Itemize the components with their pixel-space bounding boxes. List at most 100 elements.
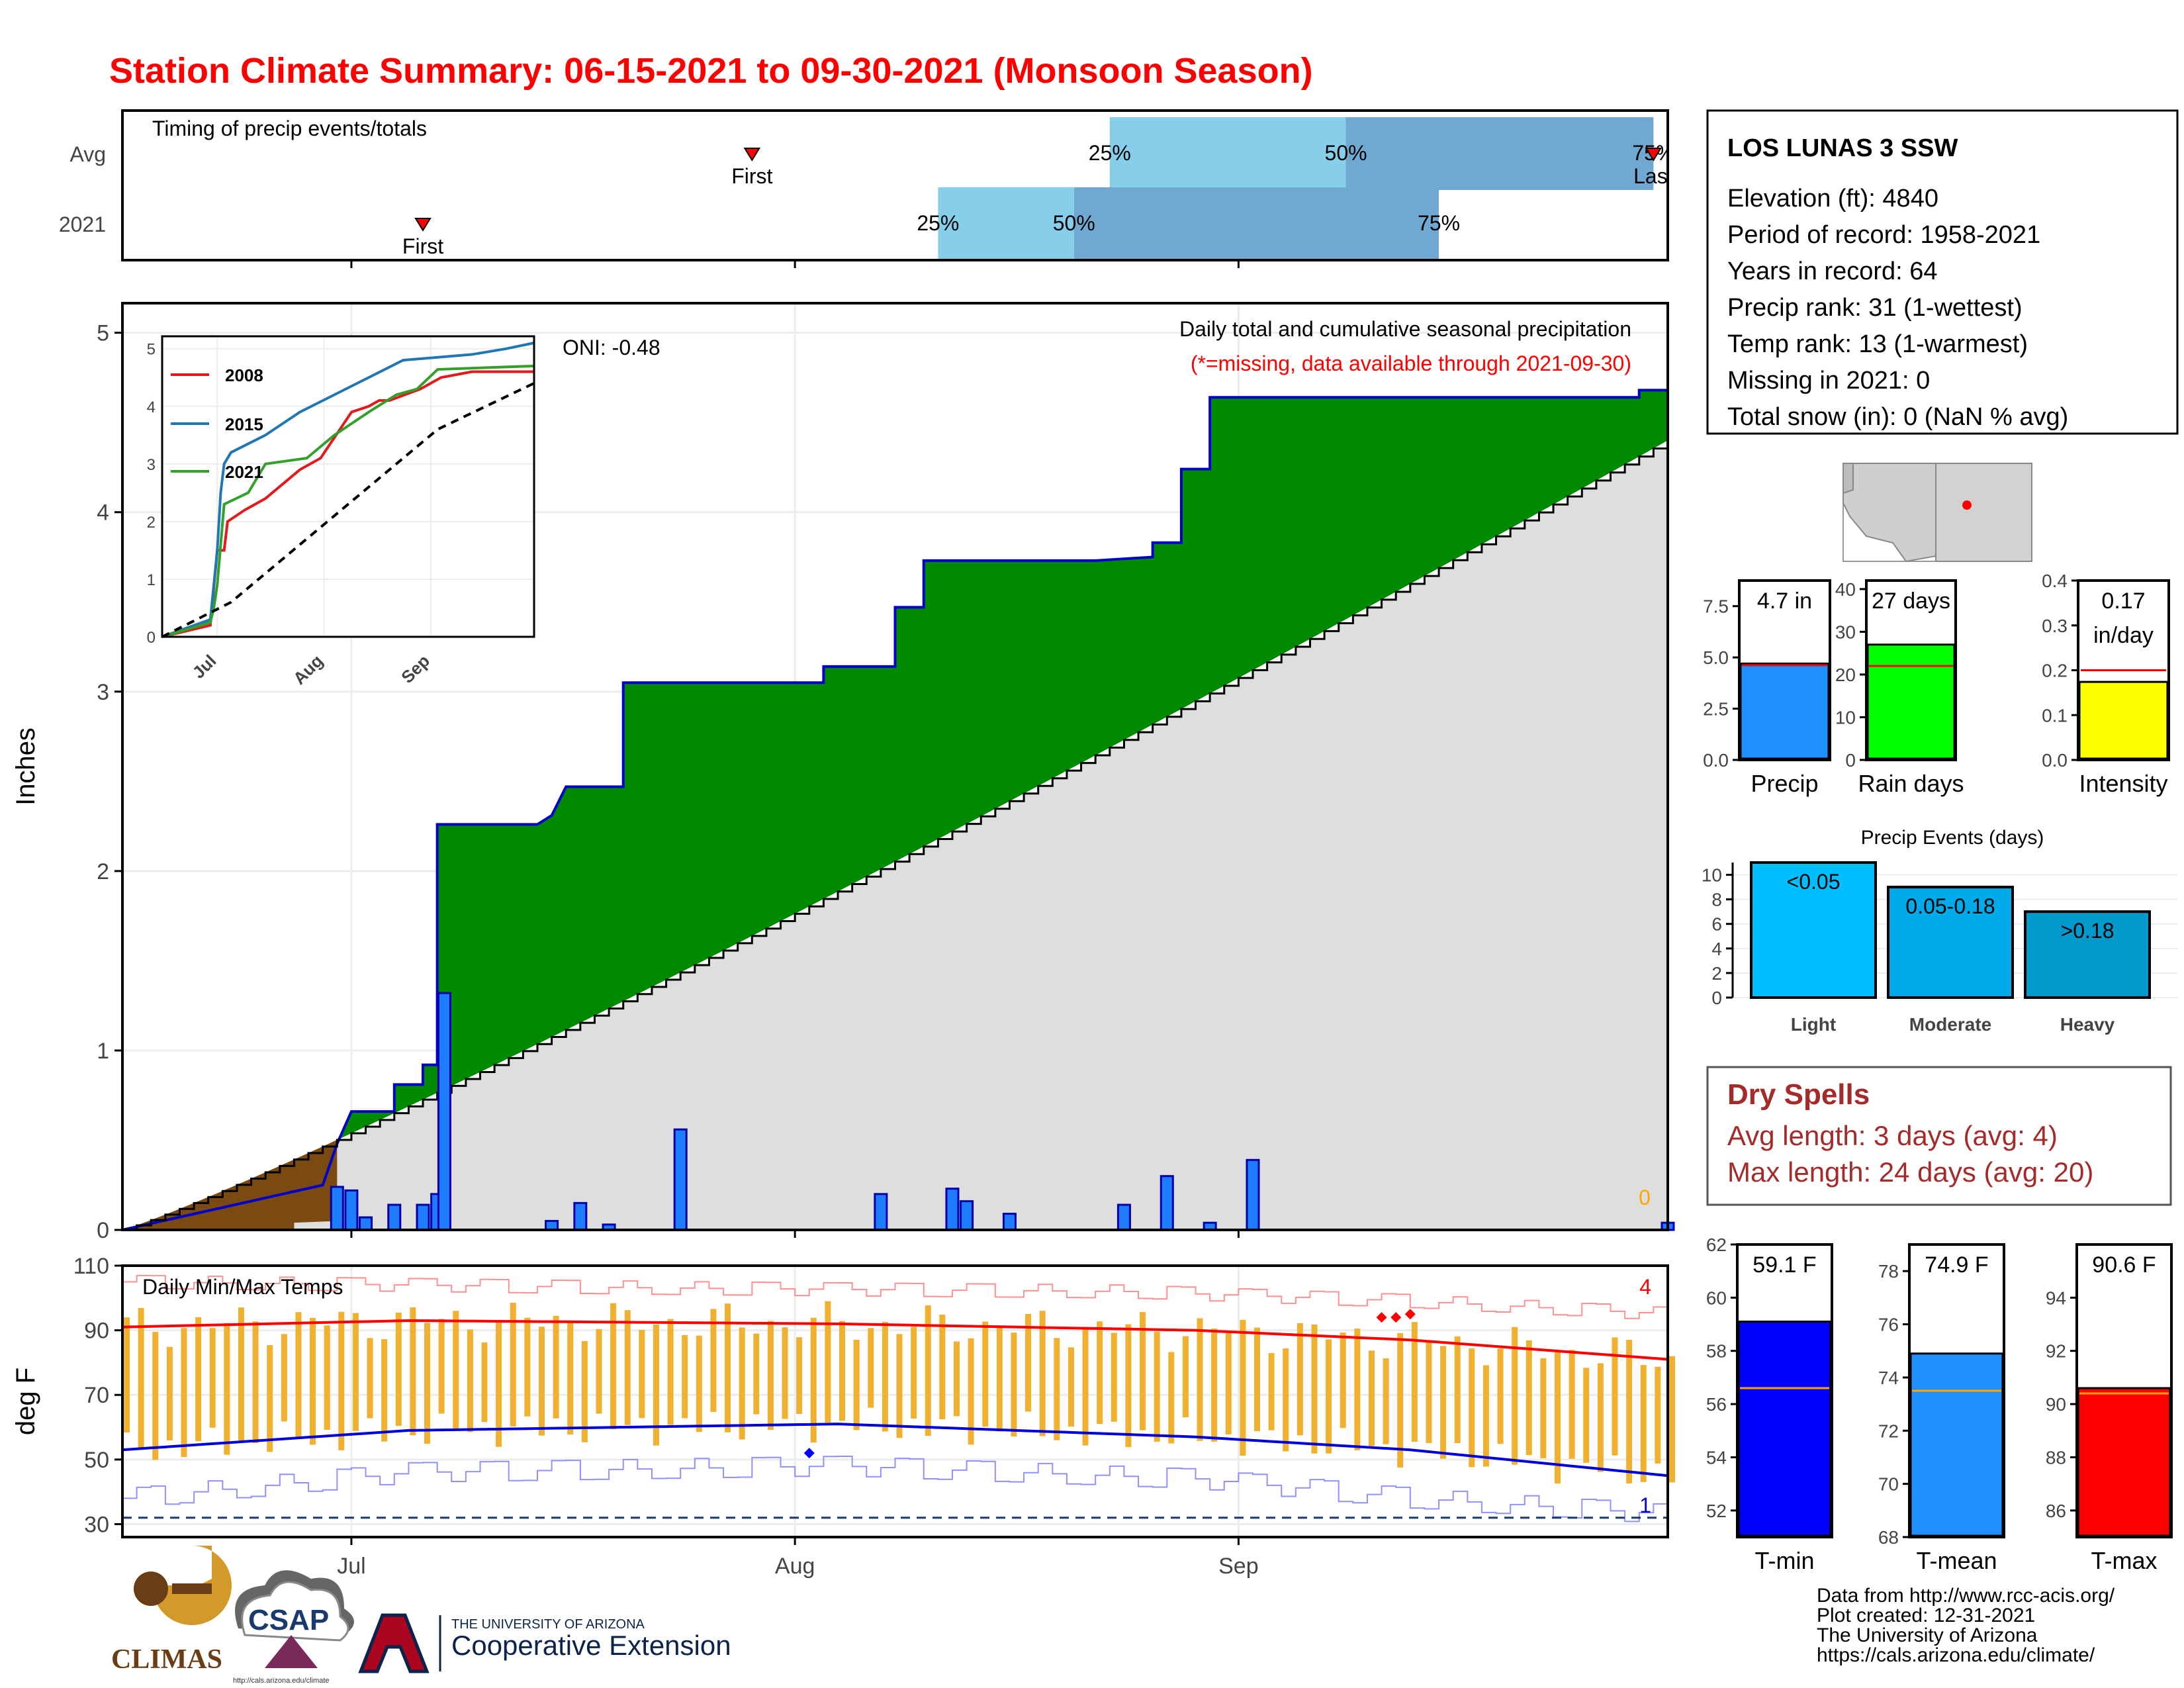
daily-precip-bar <box>874 1193 888 1231</box>
precip-summary-1-tick-label: 10 <box>1835 707 1856 727</box>
daily-temp-bar <box>1640 1364 1647 1482</box>
footer-credit-line: The University of Arizona <box>1817 1624 2038 1646</box>
inset-y-tick-label: 5 <box>147 341 156 359</box>
record-min-count: 1 <box>1639 1493 1651 1517</box>
precip-summary-1-value-label: 27 days <box>1872 588 1950 614</box>
daily-temp-bar <box>410 1307 416 1436</box>
inset-legend-label: 2008 <box>225 365 263 385</box>
daily-temp-bar <box>310 1318 316 1445</box>
record-max-count: 4 <box>1639 1275 1651 1299</box>
precip-summary-2-value-label: in/day <box>2093 623 2154 648</box>
daily-temp-bar <box>1054 1338 1060 1440</box>
timing-bar-25-50 <box>938 187 1074 260</box>
daily-temp-bar <box>639 1329 645 1419</box>
precip-y-tick-label: 4 <box>97 500 109 526</box>
temp-summary-2-tick-label: 94 <box>2046 1288 2066 1308</box>
daily-temp-bar <box>1111 1333 1117 1422</box>
daily-temp-bar <box>767 1321 774 1430</box>
daily-temp-bar <box>438 1319 445 1414</box>
daily-temp-bar <box>825 1301 831 1423</box>
temp-summary-2-tick-label: 88 <box>2046 1447 2066 1468</box>
daily-temp-bar <box>367 1338 373 1419</box>
precip-event-bar-label: <0.05 <box>1787 870 1841 894</box>
temp-summary-2-category-label: T-max <box>2091 1547 2157 1574</box>
temp-summary-2-value-bar <box>2077 1387 2171 1537</box>
inset-y-tick-label: 4 <box>147 399 156 416</box>
daily-temp-bar <box>896 1334 903 1438</box>
daily-precip-bar <box>416 1203 430 1231</box>
temp-summary-1-tick-label: 78 <box>1878 1261 1899 1282</box>
temp-summary-bars: 52 54 56 58 60 62 59.1 F T-min 68 70 72 74 76 78 74.9 … <box>1706 1235 2173 1574</box>
daily-temp-bar <box>209 1328 216 1428</box>
timing-bar-25-50 <box>1109 117 1346 190</box>
dry-spells-max: Max length: 24 days (avg: 20) <box>1727 1156 2093 1188</box>
timing-first-marker-icon <box>414 218 432 232</box>
events-y-tick-label: 0 <box>1711 988 1722 1008</box>
timing-first-label: First <box>731 164 772 188</box>
daily-temp-bar <box>1240 1319 1246 1456</box>
timing-overflow-mask <box>1669 112 1696 259</box>
temp-summary-1-value-bar <box>1909 1352 2004 1537</box>
events-y-tick-label: 8 <box>1711 890 1722 910</box>
daily-temp-bar <box>1268 1353 1275 1430</box>
daily-temp-bar <box>1254 1327 1261 1432</box>
daily-temp-bar <box>982 1321 989 1427</box>
daily-temp-bar <box>453 1311 459 1430</box>
daily-temp-bar <box>1297 1323 1303 1436</box>
daily-temp-bar <box>1525 1340 1532 1456</box>
daily-temp-bar <box>624 1310 631 1425</box>
inset-y-tick-label: 3 <box>147 456 156 474</box>
record-temp-marker-icon <box>803 1448 815 1459</box>
daily-temp-bar <box>124 1317 130 1433</box>
temp-panel: 30 50 70 90 110 Jul Aug Sep Daily Min/Max Temps 4… <box>11 1254 1675 1579</box>
oni-label: ONI: -0.48 <box>563 336 660 359</box>
station-info-line: Elevation (ft): 4840 <box>1727 185 1938 212</box>
station-info-line: Missing in 2021: 0 <box>1727 367 1930 395</box>
temp-summary-0-tick-label: 60 <box>1706 1288 1727 1308</box>
inset-legend-label: 2021 <box>225 462 263 482</box>
temp-y-tick-label: 90 <box>84 1319 109 1344</box>
precip-summary-0-value-label: 4.7 in <box>1757 588 1812 614</box>
temp-summary-2-tick-label: 90 <box>2046 1394 2066 1415</box>
precip-summary-1-value-bar <box>1866 643 1956 760</box>
csap-url: http://cals.arizona.edu/climate <box>233 1677 330 1685</box>
timing-p75-label: 75% <box>1418 211 1460 235</box>
temp-summary-1-value-label: 74.9 F <box>1925 1252 1988 1278</box>
inset-y-tick-label: 0 <box>147 629 156 647</box>
daily-temp-bar <box>1197 1318 1203 1441</box>
locator-map <box>1843 463 2032 563</box>
daily-precip-bar <box>1002 1213 1017 1231</box>
daily-temp-bar <box>1140 1312 1146 1430</box>
daily-temp-bar <box>1283 1348 1289 1452</box>
daily-precip-bar <box>330 1186 344 1231</box>
dry-spells-avg: Avg length: 3 days (avg: 4) <box>1727 1120 2058 1151</box>
station-info-line: Period of record: 1958-2021 <box>1727 221 2040 249</box>
temp-summary-2-tick-label: 92 <box>2046 1341 2066 1362</box>
daily-temp-bar <box>968 1338 974 1445</box>
precip-event-bar <box>2024 910 2151 999</box>
precip-summary-1-category-label: Rain days <box>1858 770 1964 797</box>
record-max-line <box>122 1274 1668 1319</box>
daily-temp-bar <box>1383 1358 1389 1444</box>
daily-temp-bar <box>882 1321 888 1432</box>
daily-temp-bar <box>1039 1311 1046 1436</box>
precip-y-tick-label: 1 <box>97 1039 109 1064</box>
temp-summary-0-tick-label: 58 <box>1706 1341 1727 1362</box>
avg-min-line <box>122 1423 1668 1477</box>
precip-event-category: Light <box>1791 1014 1836 1035</box>
temp-summary-1-tick-label: 68 <box>1878 1527 1899 1548</box>
footer-credit-line: https://cals.arizona.edu/climate/ <box>1817 1644 2095 1666</box>
timing-row-label: Avg <box>69 142 106 166</box>
daily-temp-bar <box>424 1323 431 1444</box>
daily-temp-bar <box>338 1311 345 1450</box>
daily-temp-bar <box>1540 1358 1547 1458</box>
station-info-line: Years in record: 64 <box>1727 258 1938 285</box>
daily-temp-bar <box>996 1327 1003 1432</box>
precip-summary-0-tick-label: 0.0 <box>1703 750 1729 771</box>
california-edge-shape <box>1843 463 1854 494</box>
timing-panel: Timing of precip events/totals Avg 25% 50%… <box>59 109 1745 268</box>
daily-temp-bar <box>1569 1350 1575 1459</box>
record-temp-marker-icon <box>1376 1312 1387 1323</box>
precip-summary-2-value-bar <box>2078 680 2169 760</box>
avg-cumulative-line <box>122 440 1669 1231</box>
